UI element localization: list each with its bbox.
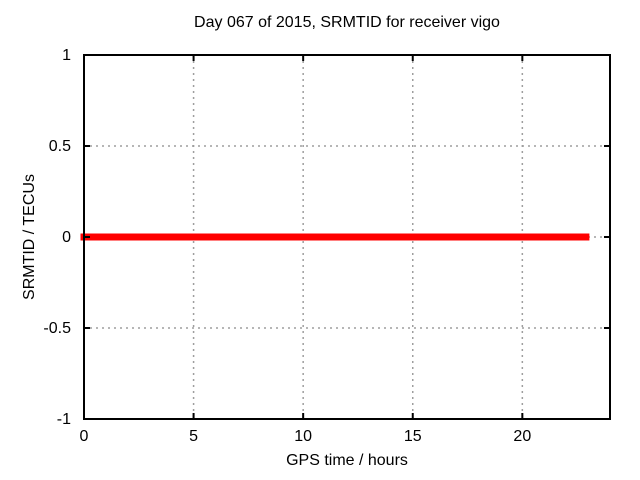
x-tick-label: 10 [294,428,312,445]
x-tick-label: 15 [404,428,422,445]
y-tick-label: -1 [57,411,71,428]
chart-title: Day 067 of 2015, SRMTID for receiver vig… [194,14,500,31]
x-tick-label: 0 [80,428,89,445]
x-tick-label: 20 [513,428,531,445]
y-tick-label: -0.5 [43,320,71,337]
y-tick-label: 1 [62,47,71,64]
y-tick-label: 0 [62,229,71,246]
x-tick-label: 5 [189,428,198,445]
y-tick-label: 0.5 [49,138,71,155]
x-axis-label: GPS time / hours [286,452,408,469]
